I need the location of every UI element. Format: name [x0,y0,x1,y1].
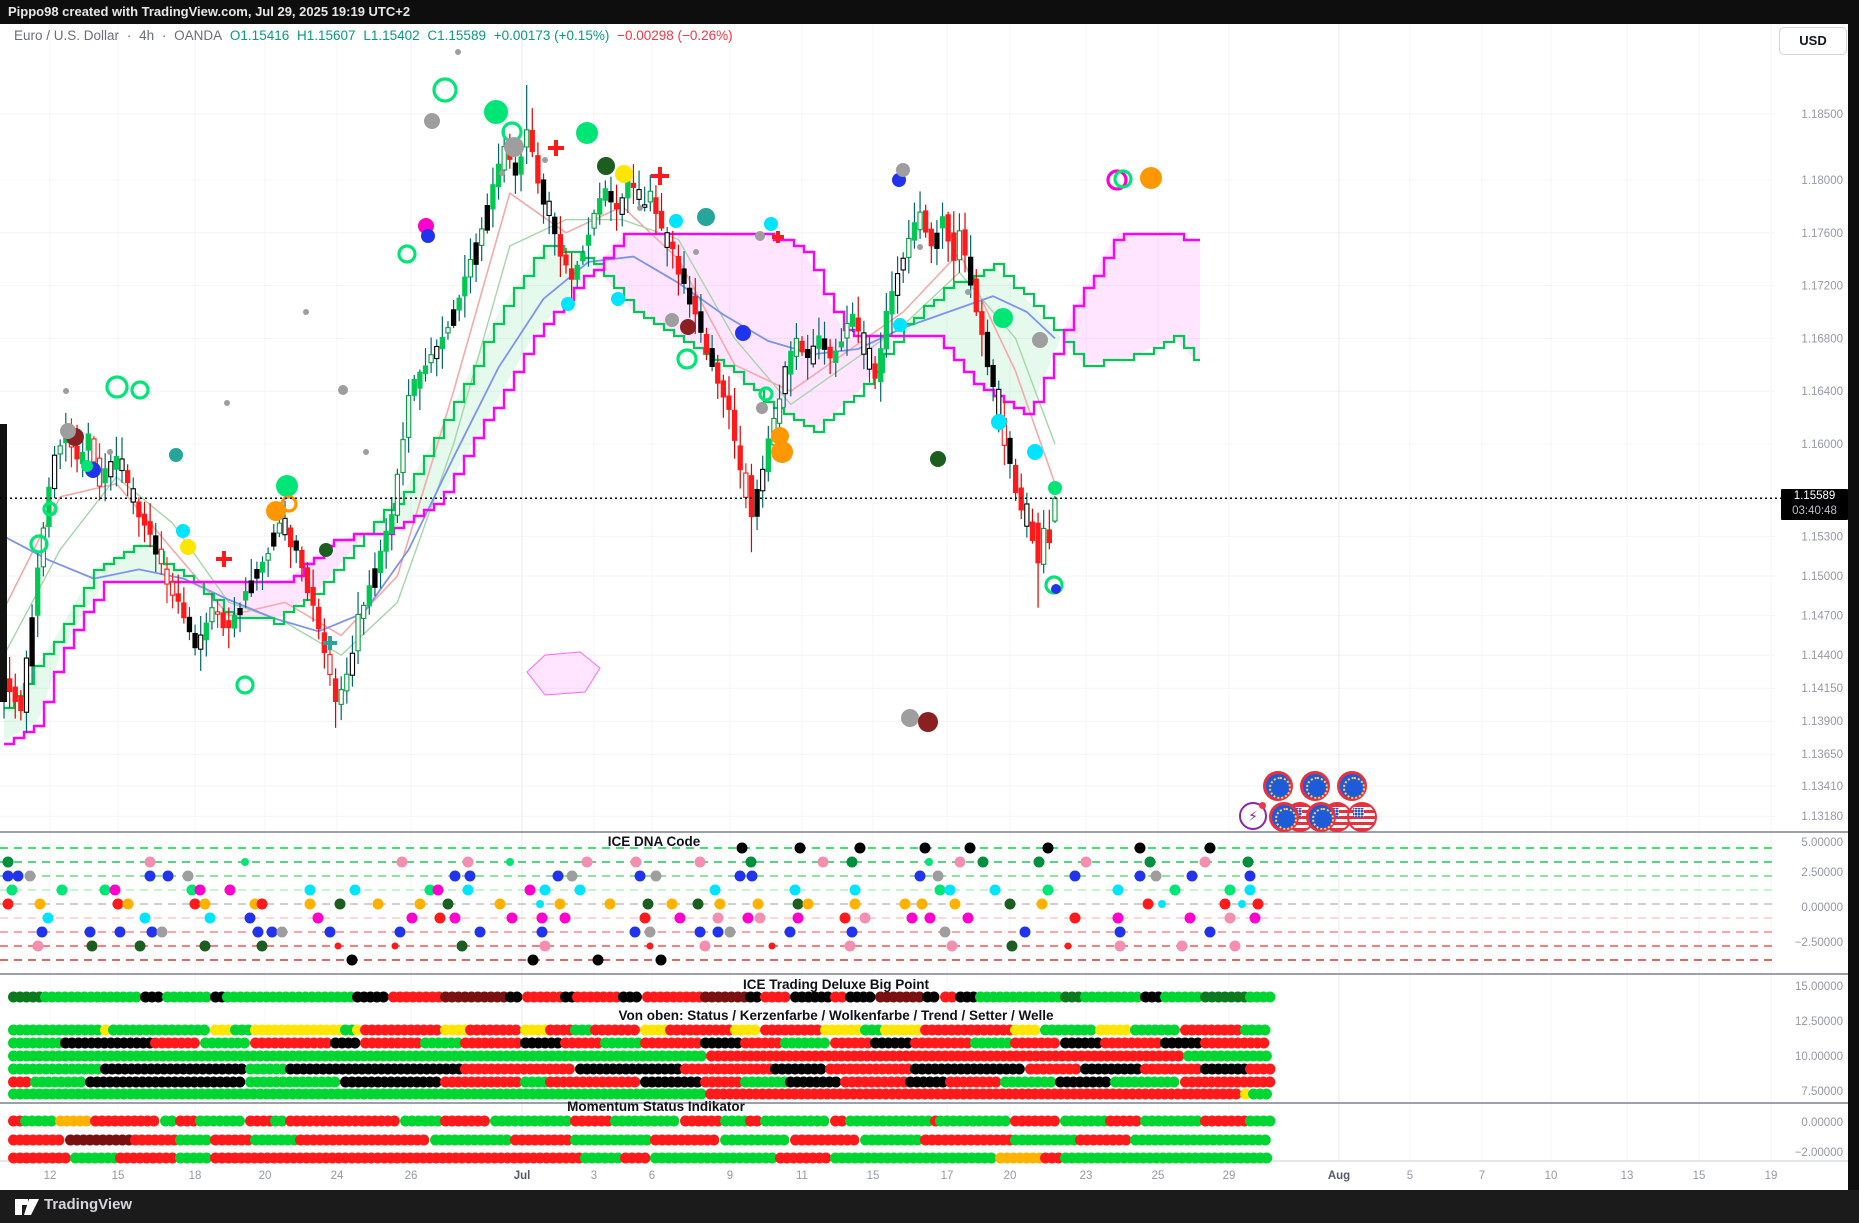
panel-title-ice-trading-deluxe: ICE Trading Deluxe Big Point [742,977,930,992]
time-tick-label: 20 [259,1170,272,1182]
tradingview-brand-text[interactable]: TradingView [44,1196,133,1213]
interval-label[interactable]: 4h [139,28,155,43]
panel-scale-label: 0.00000 [1801,902,1843,914]
time-tick-label: 12 [44,1170,57,1182]
price-tick-label: 1.14400 [1801,650,1843,662]
price-tick-label: 1.18000 [1801,175,1843,187]
time-tick-label: 5 [1407,1170,1413,1182]
panel-scale-label: 7.50000 [1801,1086,1843,1098]
panel-scale-label: −2.50000 [1795,937,1843,949]
price-tick-label: 1.14150 [1801,683,1843,695]
time-tick-label: 23 [1080,1170,1093,1182]
time-tick-label: 26 [405,1170,418,1182]
time-tick-label: 13 [1621,1170,1634,1182]
price-tick-label: 1.15300 [1801,531,1843,543]
last-price-badge[interactable]: 1.15589 03:40:48 [1781,489,1848,520]
tradingview-logo-icon[interactable] [14,1197,41,1217]
time-tick-label: 20 [1004,1170,1017,1182]
time-tick-label: 11 [796,1170,808,1182]
price-tick-label: 1.13650 [1801,749,1843,761]
panel-scale-label: 15.00000 [1795,981,1843,993]
candlesticks[interactable] [0,84,1058,733]
time-axis[interactable]: 12 15 18 20 24 26 Jul 3 6 9 11 15 17 20 23 25 29 Aug 5 7 10 1… [44,1170,1778,1182]
overlay-lines [3,192,1200,746]
price-tick-label: 1.16000 [1801,439,1843,451]
time-tick-label: 7 [1479,1170,1485,1182]
panel-title-momentum-status: Momentum Status Indikator [567,1099,745,1114]
symbol-status-row[interactable]: Euro / U.S. Dollar · 4h · OANDA O1.15416… [14,28,737,43]
time-tick-label: 10 [1545,1170,1558,1182]
time-tick-label: 15 [867,1170,880,1182]
panel-scale-label: −2.00000 [1795,1147,1843,1159]
change-secondary: −0.00298 (−0.26%) [617,28,733,43]
change-primary: +0.00173 (+0.15%) [493,28,610,43]
panel-scale-label: 2.50000 [1801,867,1843,879]
signal-markers [29,49,1162,732]
ohlc-close: C1.15589 [427,28,486,43]
panel-title-ice-dna-code: ICE DNA Code [607,834,701,849]
panel-ice-dna-code [0,842,1773,966]
panel-ice-trading-deluxe-rows [8,991,1276,1100]
time-tick-label: 3 [591,1170,597,1182]
price-tick-label: 1.15000 [1801,571,1843,583]
panel-momentum-rows [8,1115,1276,1164]
attribution-text: Pippo98 created with TradingView.com, Ju… [0,0,1859,24]
time-tick-label: 18 [189,1170,202,1182]
time-tick-label: 15 [112,1170,125,1182]
exchange-label[interactable]: OANDA [174,28,223,43]
time-tick-label: Jul [514,1170,531,1182]
panel-subtitle-von-oben: Von oben: Status / Kerzenfarbe / Wolkenf… [618,1008,1054,1023]
ohlc-open: O1.15416 [229,28,290,43]
grid-lines [0,24,1775,1161]
price-tick-label: 1.17200 [1801,281,1843,293]
time-tick-label: 24 [331,1170,344,1182]
price-tick-label: 1.18500 [1801,109,1843,121]
price-tick-label: 1.13410 [1801,781,1843,793]
price-scale[interactable]: 1.18500 1.18000 1.17600 1.17200 1.16800 1.164… [1801,109,1843,823]
panel-scale-label: 12.50000 [1795,1016,1843,1028]
time-tick-label: 17 [941,1170,954,1182]
time-tick-label: 9 [727,1170,733,1182]
time-tick-label: 19 [1765,1170,1778,1182]
separator-dot: · [161,28,167,43]
panel-scale-labels[interactable]: 5.00000 2.50000 0.00000 −2.50000 15.00000 12.… [1795,837,1843,1159]
price-tick-label: 1.13180 [1801,811,1843,823]
ohlc-high: H1.15607 [297,28,356,43]
price-tick-label: 1.16800 [1801,333,1843,345]
separator-dot: · [126,28,132,43]
panel-scale-label: 10.00000 [1795,1051,1843,1063]
price-tick-label: 1.13900 [1801,716,1843,728]
footer-bar: TradingView [0,1190,1859,1223]
price-tick-label: 1.14700 [1801,611,1843,623]
symbol-title[interactable]: Euro / U.S. Dollar [14,28,120,43]
bar-countdown: 03:40:48 [1792,505,1837,517]
panel-scale-label: 5.00000 [1801,837,1843,849]
window-right-edge [1848,0,1859,1223]
price-tick-label: 1.17600 [1801,228,1843,240]
time-tick-label: 6 [649,1170,655,1182]
price-tick-label: 1.16400 [1801,386,1843,398]
last-price-value: 1.15589 [1793,490,1836,502]
time-tick-label: 29 [1223,1170,1236,1182]
time-tick-label: 15 [1693,1170,1706,1182]
time-tick-label: 25 [1152,1170,1165,1182]
time-tick-label: Aug [1328,1170,1350,1182]
panel-scale-label: 0.00000 [1801,1117,1843,1129]
ohlc-low: L1.15402 [363,28,420,43]
currency-toggle-button[interactable]: USD [1779,27,1847,55]
